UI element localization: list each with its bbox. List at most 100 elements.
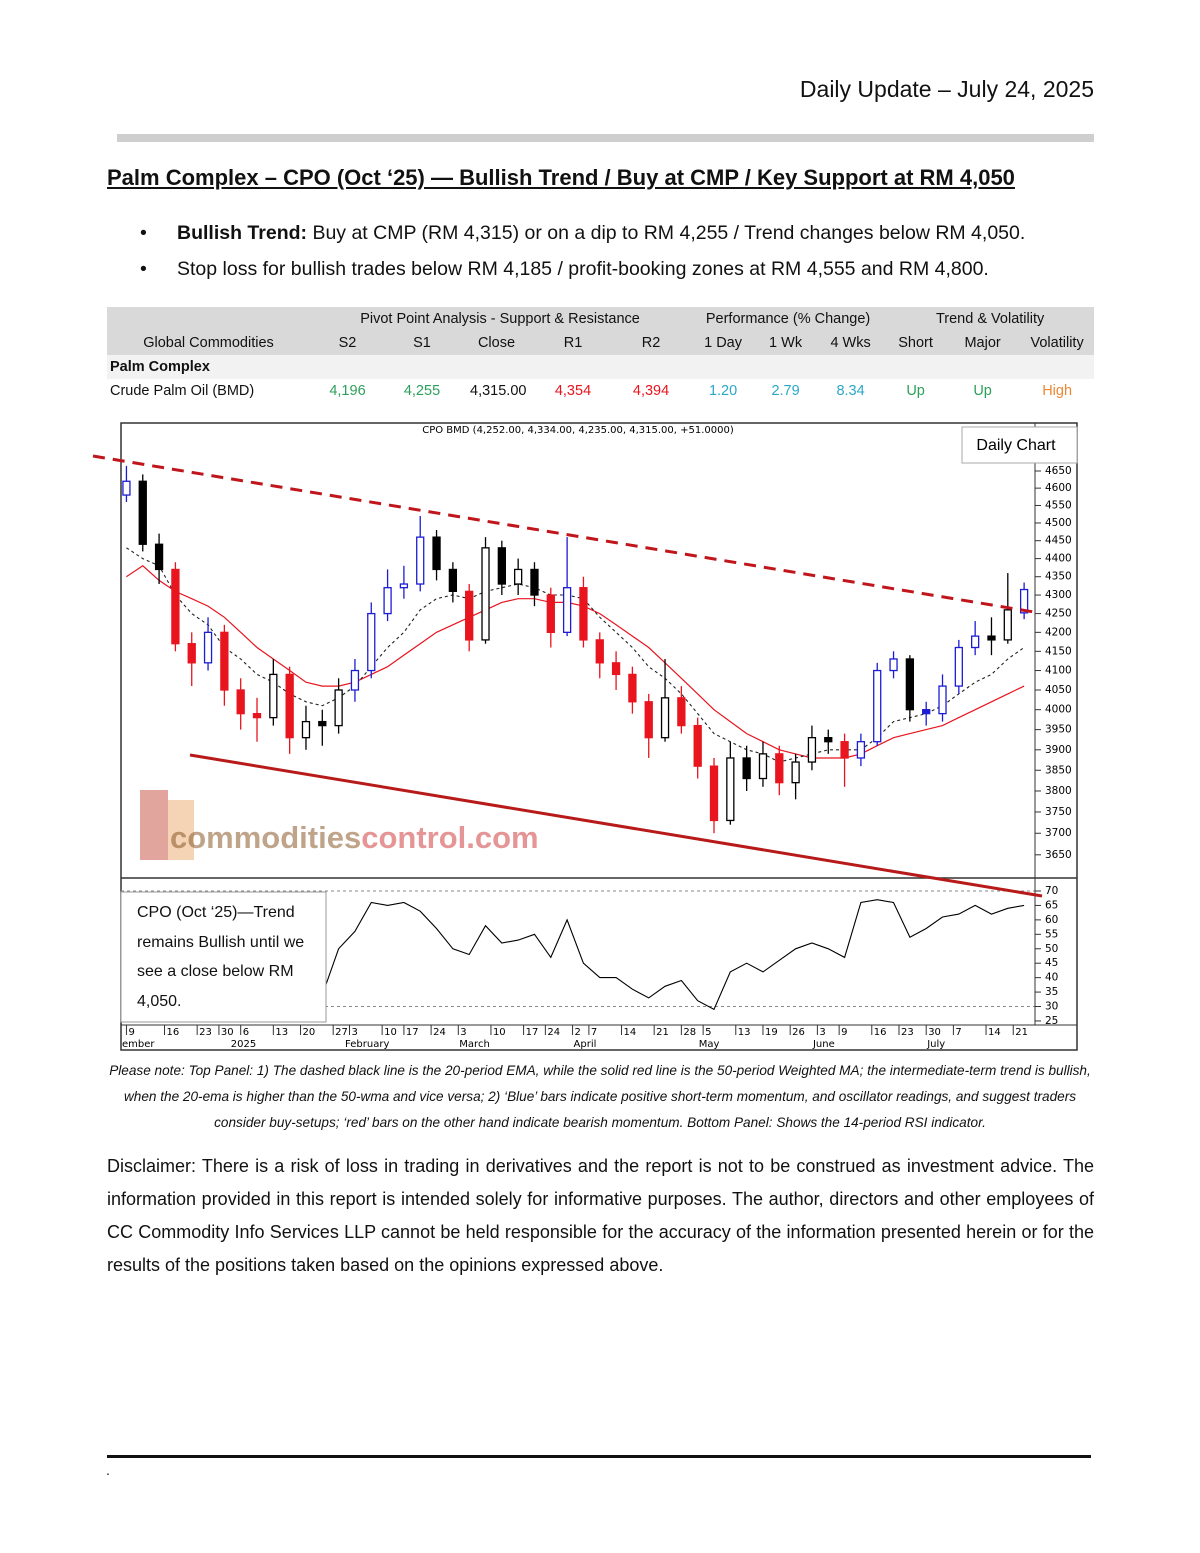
x-tick-label: 9 <box>128 1027 134 1038</box>
watermark-logo <box>140 790 194 860</box>
footer-rule <box>107 1455 1091 1458</box>
candle-body <box>236 689 245 715</box>
x-tick-label: 6 <box>243 1027 249 1038</box>
candle-body <box>1003 609 1012 641</box>
candle-body <box>954 646 963 687</box>
y-tick-label: 4650 <box>1045 465 1072 477</box>
table-cell: High <box>1042 383 1073 399</box>
candle-body <box>514 568 523 585</box>
x-tick-label: 16 <box>167 1027 180 1038</box>
month-label: April <box>574 1039 597 1050</box>
badge-box <box>961 426 1078 464</box>
column-header: S2 <box>310 331 385 355</box>
x-tick-label: 27 <box>335 1027 348 1038</box>
rsi-tick-label: 70 <box>1045 885 1058 897</box>
group-header: Performance (% Change) <box>690 307 887 331</box>
candle-body <box>791 761 800 784</box>
candle-body <box>416 536 425 585</box>
column-header: S1 <box>385 331 459 355</box>
candle-body <box>530 568 539 596</box>
candle-body <box>252 712 262 719</box>
x-tick-label: 30 <box>928 1027 941 1038</box>
column-header: Volatility <box>1020 331 1095 355</box>
chart-footnote: Please note: Top Panel: 1) The dashed bl… <box>109 1063 1091 1130</box>
y-tick-label: 4350 <box>1045 571 1072 583</box>
candle-body <box>399 583 409 589</box>
y-tick-label: 4250 <box>1045 608 1072 620</box>
candle-body <box>301 720 311 739</box>
bullet-text: Buy at CMP (RM 4,315) or on a dip to RM … <box>312 222 1026 244</box>
candle-body <box>269 673 278 719</box>
x-tick-label: 13 <box>738 1027 751 1038</box>
x-tick-label: 10 <box>384 1027 397 1038</box>
x-tick-label: 19 <box>765 1027 778 1038</box>
watermark: commoditiescontrol.com <box>170 820 539 856</box>
column-header: Short <box>886 331 946 355</box>
table-cell: 4,354 <box>554 383 592 399</box>
x-tick-label: 17 <box>526 1027 539 1038</box>
candle-body <box>677 697 686 727</box>
x-tick-label: 26 <box>792 1027 805 1038</box>
candle-body <box>220 631 229 691</box>
y-tick-label: 4050 <box>1045 684 1072 696</box>
candle-body <box>709 765 719 822</box>
candle-body <box>432 536 441 571</box>
candle-body <box>807 737 817 763</box>
x-tick-label: 3 <box>352 1027 358 1038</box>
candle-body <box>742 757 751 780</box>
rsi-tick-label: 45 <box>1045 957 1058 969</box>
headline: Palm Complex – CPO (Oct ‘25) — Bullish T… <box>107 165 1015 190</box>
table-cell: Up <box>906 383 925 399</box>
candle-body <box>187 643 196 664</box>
table-cell: 4,255 <box>403 383 441 399</box>
x-tick-label: 2 <box>575 1027 581 1038</box>
x-tick-label: 23 <box>199 1027 212 1038</box>
x-tick-label: 10 <box>493 1027 506 1038</box>
x-tick-label: 24 <box>547 1027 560 1038</box>
column-header: Major <box>945 331 1021 355</box>
bullet: • Stop loss for bullish trades below RM 4… <box>140 258 989 280</box>
candle-body <box>203 631 213 664</box>
data-row: Crude Palm Oil (BMD) 4,196 4,255 4,315.00 4,… <box>107 379 1094 403</box>
y-tick-label: 3750 <box>1045 806 1072 818</box>
x-tick-label: 23 <box>901 1027 914 1038</box>
rsi-tick-label: 60 <box>1045 914 1058 926</box>
group-header: Trend & Volatility <box>886 307 1095 331</box>
candle-body <box>660 697 670 739</box>
candle-body <box>922 709 931 715</box>
pivot-table: Pivot Point Analysis - Support & Resista… <box>107 307 1095 403</box>
y-tick-label: 4550 <box>1045 499 1072 511</box>
column-header: 1 Wk <box>756 331 816 355</box>
y-tick-label: 4600 <box>1045 482 1072 494</box>
x-tick-label: 14 <box>988 1027 1001 1038</box>
candle-body <box>138 480 147 545</box>
blank-cell <box>107 307 310 331</box>
candle-body <box>775 753 784 784</box>
x-tick-label: 3 <box>819 1027 825 1038</box>
x-tick-label: 21 <box>1015 1027 1028 1038</box>
candle-body <box>546 594 555 633</box>
candle-body <box>611 662 621 676</box>
candle-body <box>481 547 490 641</box>
rsi-tick-label: 35 <box>1045 986 1058 998</box>
y-tick-label: 4450 <box>1045 535 1072 547</box>
candle-body <box>987 635 996 641</box>
candle-body <box>628 673 637 703</box>
y-tick-label: 3700 <box>1045 827 1072 839</box>
rsi-tick-label: 50 <box>1045 943 1058 955</box>
chart-note: CPO (Oct ‘25)—Trend remains Bullish unti… <box>137 904 305 1010</box>
chart: CPO BMD (4,252.00, 4,334.00, 4,235.00, 4… <box>92 422 1078 1051</box>
month-label: ember <box>122 1039 155 1050</box>
y-tick-label: 4500 <box>1045 517 1072 529</box>
column-header: 4 Wks <box>815 331 887 355</box>
rsi-tick-label: 30 <box>1045 1001 1058 1013</box>
y-tick-label: 4150 <box>1045 645 1072 657</box>
candle-body <box>905 658 915 711</box>
candle-body <box>318 720 327 727</box>
candle-body <box>644 701 653 739</box>
table-cell: 8.34 <box>836 383 865 399</box>
candle-body <box>122 480 131 496</box>
bullet: • Bullish Trend: Buy at CMP (RM 4,315) or… <box>140 222 1026 244</box>
column-header: Close <box>459 331 534 355</box>
column-header: R1 <box>534 331 612 355</box>
